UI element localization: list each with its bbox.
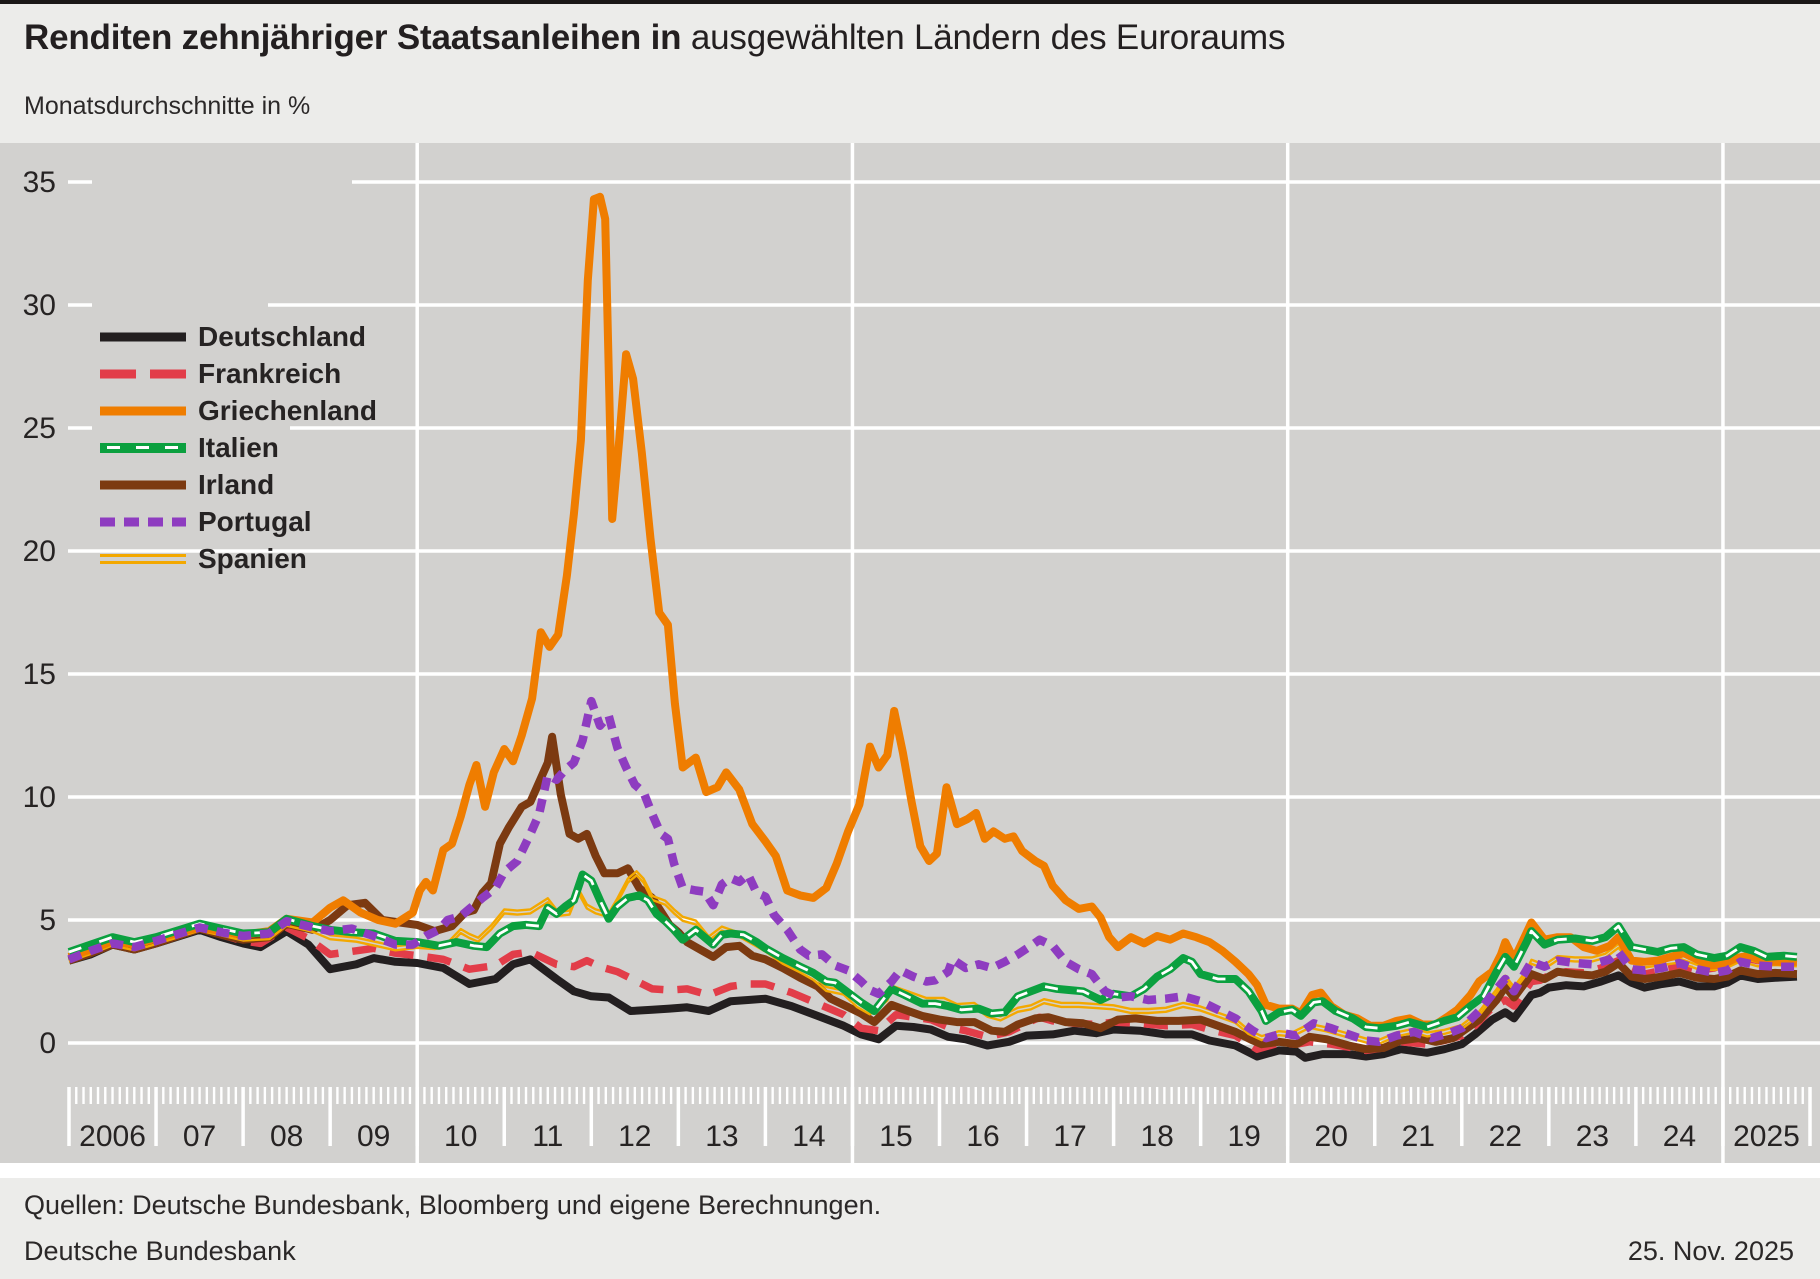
y-gridlines xyxy=(68,180,1820,1045)
svg-text:10: 10 xyxy=(444,1120,477,1153)
legend-label: Griechenland xyxy=(198,394,377,426)
svg-text:16: 16 xyxy=(966,1120,999,1153)
svg-text:30: 30 xyxy=(23,289,56,322)
legend-item-frankreich: Frankreich xyxy=(100,355,377,392)
svg-text:11: 11 xyxy=(532,1120,563,1153)
page-title: Renditen zehnjähriger Staatsanleihen in … xyxy=(24,18,1285,58)
svg-text:2006: 2006 xyxy=(79,1120,146,1153)
legend-label: Italien xyxy=(198,431,279,463)
legend-label: Portugal xyxy=(198,505,312,537)
legend-label: Deutschland xyxy=(198,320,367,352)
irland-line-swatch-icon xyxy=(100,466,186,503)
legend-item-deutschland: Deutschland xyxy=(100,318,377,355)
chart-footer: Quellen: Deutsche Bundesbank, Bloomberg … xyxy=(0,1178,1820,1279)
legend-item-spanien: Spanien xyxy=(100,540,377,577)
series-deutschland xyxy=(67,925,1798,1062)
publisher-name: Deutsche Bundesbank xyxy=(24,1236,296,1266)
legend-item-portugal: Portugal xyxy=(100,503,377,540)
chart-header: Renditen zehnjähriger Staatsanleihen in … xyxy=(0,4,1820,143)
x-gridlines xyxy=(415,143,1725,1163)
legend-label: Frankreich xyxy=(198,357,342,389)
svg-text:20: 20 xyxy=(23,535,56,568)
portugal-dotted-line-swatch-icon xyxy=(100,503,186,540)
svg-text:17: 17 xyxy=(1053,1120,1086,1153)
griechenland-line-swatch-icon xyxy=(100,392,186,429)
legend-label: Irland xyxy=(198,468,275,500)
axis-ticks xyxy=(67,1087,1812,1146)
svg-text:35: 35 xyxy=(23,166,56,199)
italien-dashed-line-swatch-icon xyxy=(100,429,186,466)
svg-text:08: 08 xyxy=(270,1120,303,1153)
svg-text:10: 10 xyxy=(23,781,56,814)
series-portugal xyxy=(67,696,1797,1047)
svg-text:22: 22 xyxy=(1489,1120,1522,1153)
spanien-double-line-swatch-icon xyxy=(100,540,186,577)
y-axis-labels: 0 5 10 15 20 25 30 35 xyxy=(23,166,56,1060)
svg-text:24: 24 xyxy=(1663,1120,1696,1153)
series-griechenland xyxy=(67,192,1797,1030)
deutschland-line-swatch-icon xyxy=(100,318,186,355)
sources-note: Quellen: Deutsche Bundesbank, Bloomberg … xyxy=(24,1190,882,1220)
chart-legend: Deutschland Frankreich Griechenland Ital… xyxy=(100,318,377,577)
svg-text:20: 20 xyxy=(1315,1120,1348,1153)
plot-area: 0 5 10 15 20 25 30 35 2006 07 08 09 10 11 12 13 14 15 16 17… xyxy=(0,143,1820,1163)
svg-text:14: 14 xyxy=(792,1120,825,1153)
svg-text:09: 09 xyxy=(357,1120,390,1153)
footer-separator xyxy=(0,1163,1820,1178)
svg-text:23: 23 xyxy=(1576,1120,1609,1153)
top-rule xyxy=(0,0,1820,4)
svg-text:21: 21 xyxy=(1402,1120,1435,1153)
legend-item-italien: Italien xyxy=(100,429,377,466)
legend-label: Spanien xyxy=(198,542,307,574)
svg-text:07: 07 xyxy=(183,1120,216,1153)
svg-text:5: 5 xyxy=(39,904,56,937)
frankreich-dashed-line-swatch-icon xyxy=(100,355,186,392)
svg-text:2025: 2025 xyxy=(1733,1120,1800,1153)
svg-text:19: 19 xyxy=(1227,1120,1260,1153)
svg-text:13: 13 xyxy=(705,1120,738,1153)
svg-text:15: 15 xyxy=(23,658,56,691)
svg-text:0: 0 xyxy=(39,1027,56,1060)
page-title-regular: ausgewählten Ländern des Euroraums xyxy=(690,18,1286,57)
svg-text:25: 25 xyxy=(23,412,56,445)
legend-item-griechenland: Griechenland xyxy=(100,392,377,429)
svg-text:15: 15 xyxy=(879,1120,912,1153)
publication-date: 25. Nov. 2025 xyxy=(1627,1236,1794,1266)
chart-subtitle: Monatsdurchschnitte in % xyxy=(24,92,311,120)
series-italien xyxy=(67,870,1798,1033)
page-title-bold: Renditen zehnjähriger Staatsanleihen in xyxy=(24,18,682,57)
x-axis-labels: 2006 07 08 09 10 11 12 13 14 15 16 17 18 19 20 21 22 23 24… xyxy=(79,1120,1800,1153)
legend-item-irland: Irland xyxy=(100,466,377,503)
svg-text:12: 12 xyxy=(618,1120,651,1153)
svg-text:18: 18 xyxy=(1140,1120,1173,1153)
